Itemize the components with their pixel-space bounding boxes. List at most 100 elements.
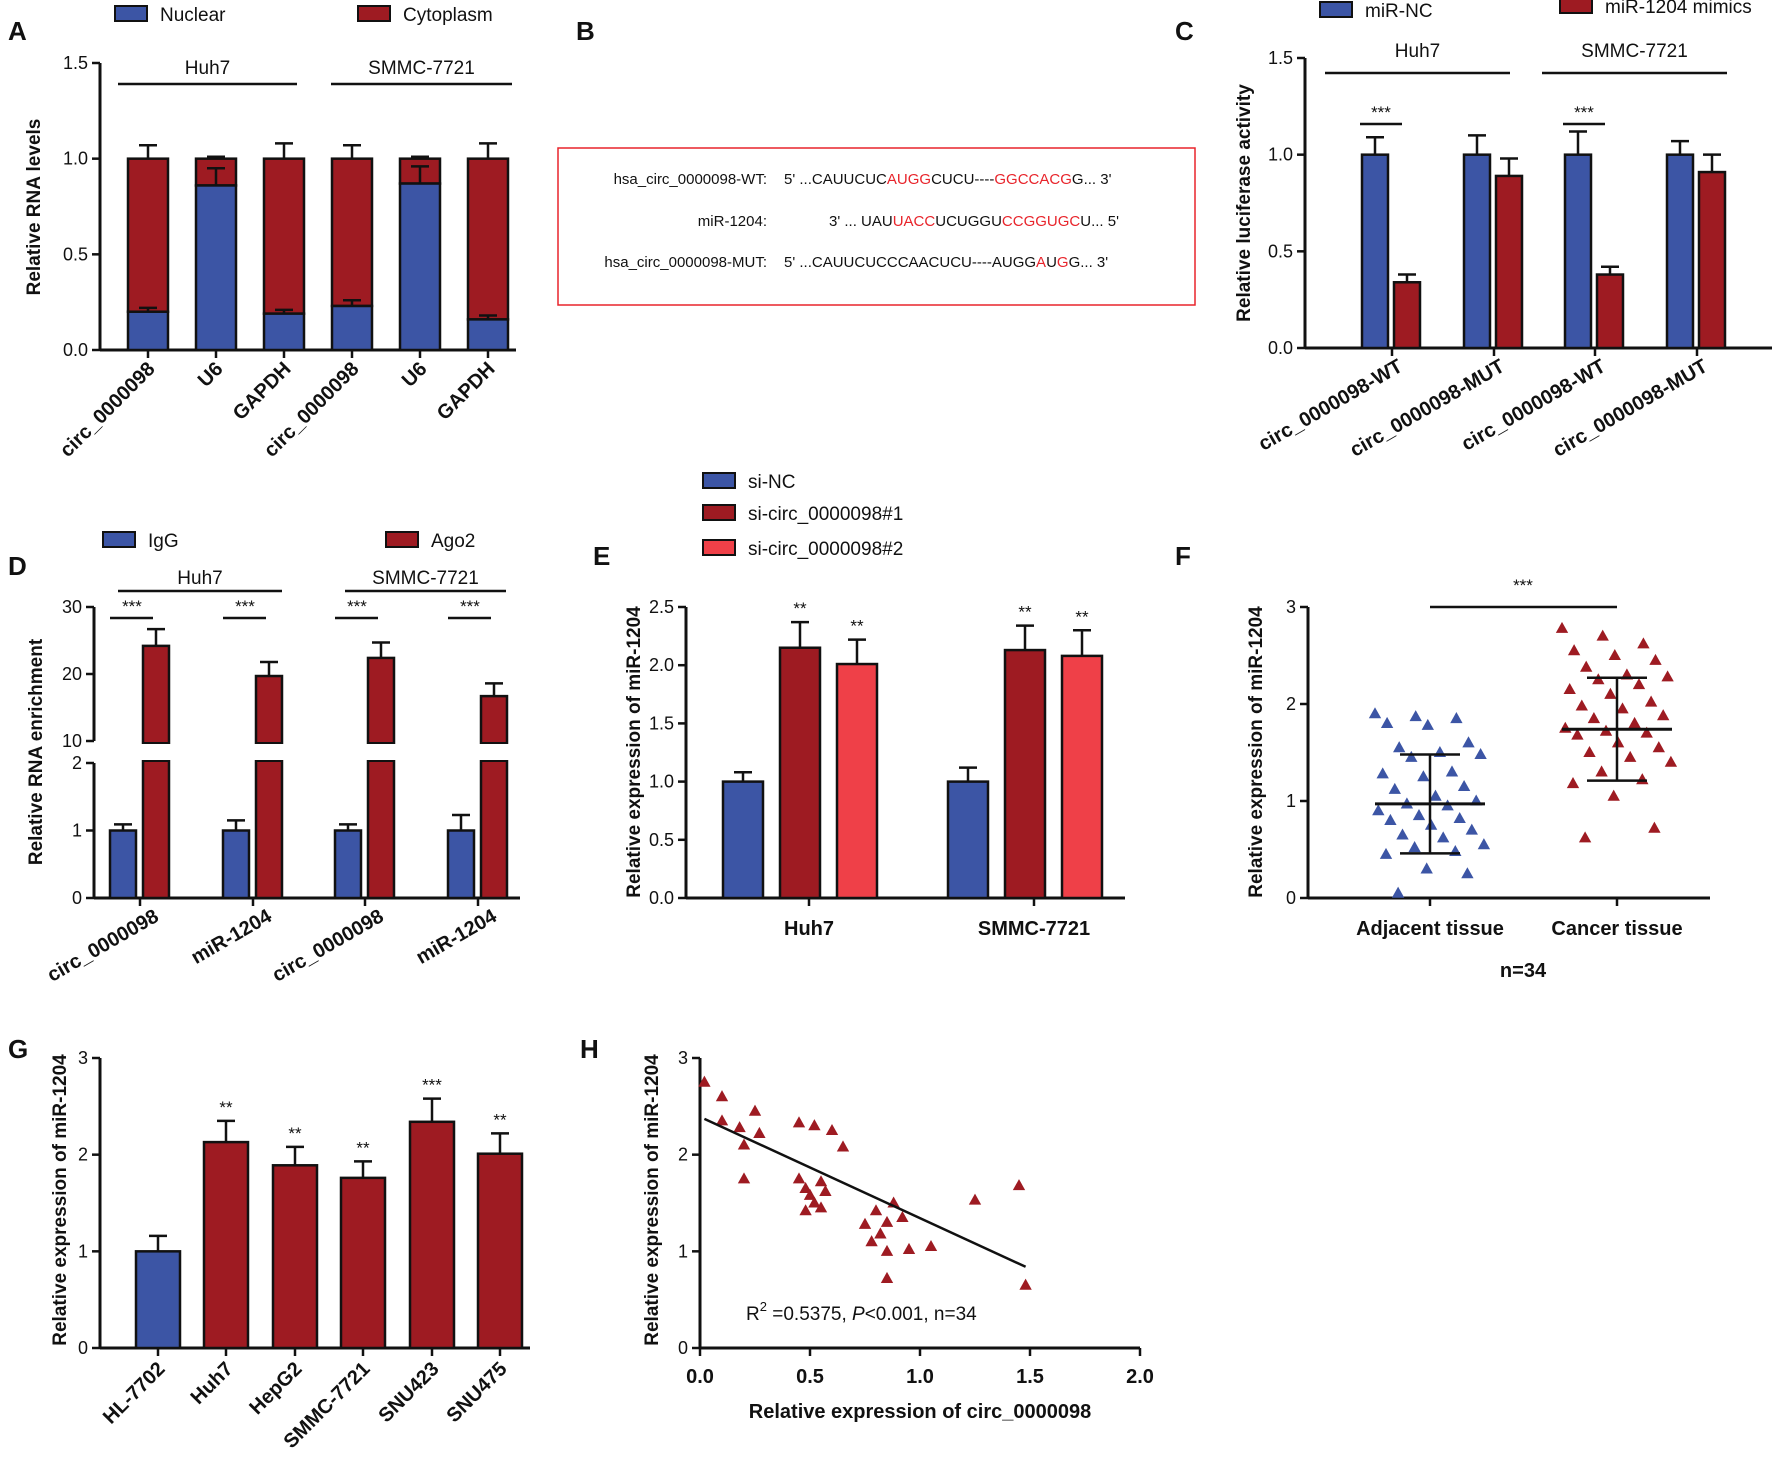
bar bbox=[408, 1120, 456, 1350]
p-label: P bbox=[852, 1304, 865, 1325]
x-tick-label: 0.5 bbox=[796, 1366, 824, 1388]
data-point bbox=[1632, 678, 1646, 690]
data-point bbox=[792, 1172, 806, 1184]
panel-label: F bbox=[1175, 541, 1191, 571]
data-point bbox=[880, 1271, 894, 1283]
significance-label: ** bbox=[1018, 603, 1032, 622]
data-point bbox=[1019, 1278, 1032, 1290]
x-category-label: circ_0000098 bbox=[269, 905, 388, 986]
data-point bbox=[799, 1182, 812, 1194]
error-bar bbox=[260, 660, 278, 677]
data-point bbox=[1661, 670, 1674, 682]
data-point bbox=[1437, 831, 1450, 843]
significance-label: *** bbox=[235, 597, 255, 616]
bar-ago2 bbox=[366, 656, 396, 900]
panel-d: Relative RNA enrichment 0 1 210 20 30 IgG Ago2 H… bbox=[26, 531, 520, 987]
bar-mir-nc bbox=[1563, 153, 1593, 350]
x-category-label: circ_0000098 bbox=[56, 358, 160, 462]
data-point bbox=[1380, 716, 1394, 728]
significance-label: ** bbox=[493, 1110, 507, 1129]
data-point bbox=[1368, 707, 1382, 719]
error-bar bbox=[452, 813, 470, 831]
error-bar bbox=[1671, 139, 1689, 155]
y-tick-label: 0.5 bbox=[1268, 241, 1293, 261]
binding-site: UACC bbox=[893, 213, 936, 230]
panel-f: Relative expression of miR-1204 0 1 2 3 *** Ad… bbox=[1246, 576, 1710, 982]
panel-label: B bbox=[576, 16, 595, 46]
error-bar bbox=[1366, 136, 1384, 155]
legend-item: si-circ_0000098#2 bbox=[702, 539, 903, 560]
y-tick-label: 1 bbox=[1286, 791, 1296, 811]
data-point bbox=[1450, 712, 1463, 724]
data-point bbox=[1596, 629, 1609, 641]
legend-item: miR-NC bbox=[1319, 1, 1433, 22]
error-bar bbox=[217, 1119, 235, 1143]
data-point bbox=[1578, 831, 1592, 843]
error-bar bbox=[1703, 153, 1721, 173]
significance-label: ** bbox=[288, 1124, 302, 1143]
data-point bbox=[836, 1140, 850, 1152]
error-bar bbox=[372, 641, 390, 658]
significance-label: *** bbox=[122, 597, 142, 616]
binding-site: AUGG bbox=[887, 171, 931, 188]
data-point bbox=[1657, 709, 1670, 721]
error-bar bbox=[1601, 265, 1619, 275]
y-axis: 0 1 2 3 bbox=[78, 1048, 102, 1358]
data-point bbox=[1462, 736, 1475, 748]
bar-mir-1204-mimics bbox=[1697, 170, 1727, 350]
data-point bbox=[1664, 755, 1678, 767]
data-point bbox=[753, 1126, 766, 1138]
binding-site: GGCCACG bbox=[994, 171, 1072, 188]
error-bar bbox=[114, 823, 132, 831]
data-point bbox=[799, 1204, 812, 1216]
significance-label: *** bbox=[422, 1076, 442, 1095]
data-point bbox=[1417, 770, 1430, 782]
significance-label: *** bbox=[1574, 103, 1594, 122]
y-axis-title: Relative expression of miR-1204 bbox=[50, 1054, 71, 1346]
bar bbox=[339, 1176, 387, 1350]
y-tick-label: 1.5 bbox=[649, 713, 674, 733]
y-axis-title: Relative expression of miR-1204 bbox=[624, 606, 645, 898]
correlation-annotation: R2 =0.5375, P<0.001, n=34 bbox=[746, 1299, 977, 1325]
error-bar-cytoplasm bbox=[139, 144, 157, 159]
sample-size-note: n=34 bbox=[1500, 960, 1547, 982]
error-bar-nuclear bbox=[207, 166, 225, 186]
data-point bbox=[1474, 747, 1487, 759]
bar-igg bbox=[221, 829, 251, 900]
data-point bbox=[865, 1235, 878, 1247]
significance-label: *** bbox=[1371, 103, 1391, 122]
data-point bbox=[814, 1201, 828, 1213]
sequence-segment: U bbox=[1046, 254, 1057, 271]
data-point bbox=[896, 1211, 909, 1223]
legend-swatch bbox=[1559, 0, 1593, 14]
panel-g: Relative expression of miR-1204 0 1 2 3 HL-77… bbox=[50, 1048, 530, 1453]
y-tick-label: 0 bbox=[72, 888, 82, 908]
bar-ago2 bbox=[141, 644, 171, 900]
x-category-label: HL-7702 bbox=[99, 1358, 170, 1429]
legend-label: Ago2 bbox=[431, 531, 475, 552]
bar-nuclear bbox=[466, 318, 510, 352]
significance-label: ** bbox=[793, 599, 807, 618]
y-axis-title: Relative expression of miR-1204 bbox=[642, 1054, 663, 1346]
data-point bbox=[1607, 789, 1620, 801]
r2-label: R bbox=[746, 1304, 760, 1325]
data-point bbox=[880, 1215, 894, 1227]
error-bar-cytoplasm bbox=[207, 155, 225, 159]
bar-mir-nc bbox=[1665, 153, 1695, 350]
data-point bbox=[1405, 750, 1418, 762]
panel-label: G bbox=[8, 1034, 28, 1064]
legend-label: si-circ_0000098#2 bbox=[748, 539, 903, 560]
data-point bbox=[1637, 637, 1650, 649]
y-tick-label: 10 bbox=[62, 731, 82, 751]
error-bar bbox=[491, 1132, 509, 1154]
data-point bbox=[1595, 765, 1608, 777]
x-category-label: SMMC-7721 bbox=[978, 918, 1090, 940]
bar-igg bbox=[333, 829, 363, 900]
group-label: SMMC-7721 bbox=[368, 58, 475, 79]
data-point bbox=[1409, 710, 1422, 722]
data-point bbox=[1628, 716, 1641, 728]
sequence-name: miR-1204: bbox=[698, 213, 767, 230]
sequence-segment: G... 3' bbox=[1069, 254, 1109, 271]
data-point bbox=[1583, 746, 1596, 758]
